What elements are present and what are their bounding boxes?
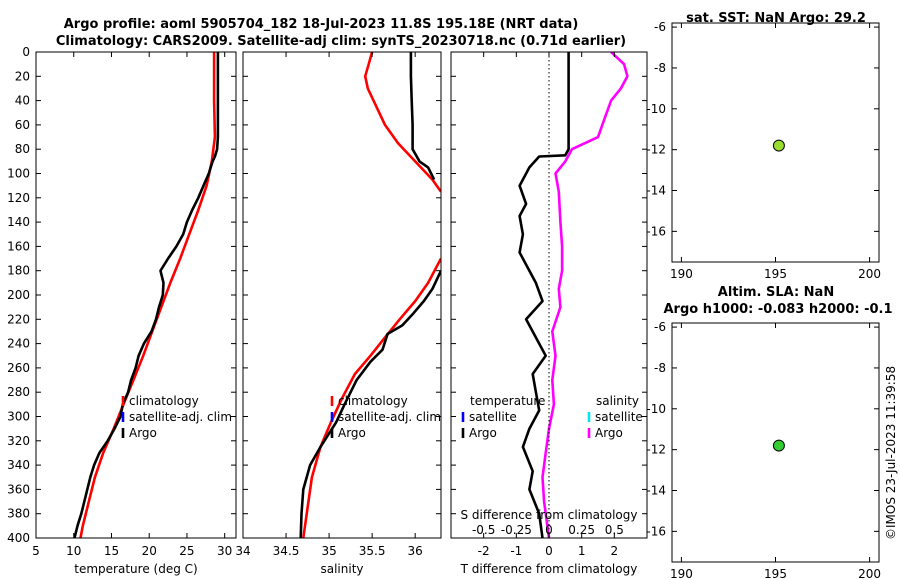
legend-label: Argo bbox=[338, 426, 366, 440]
ytick-label-temperature: 380 bbox=[7, 507, 30, 521]
xtick-label-salinity: 35 bbox=[321, 544, 336, 558]
xtick-label-temperature: 30 bbox=[217, 544, 232, 558]
legend-label: satellite bbox=[595, 410, 643, 424]
xlabel-difference: T difference from climatology bbox=[460, 562, 638, 576]
argo-location-marker bbox=[772, 439, 785, 452]
legend-label: climatology bbox=[338, 394, 408, 408]
panel-sst: 190 195 200 -6 -8 -10 -12 -14 -16 sat. SST: NaN A… bbox=[646, 11, 881, 281]
header-line1: Argo profile: aoml 5905704_182 18-Jul-20… bbox=[64, 17, 579, 32]
legend-label: satellite-adj. clim bbox=[129, 410, 232, 424]
series-salinity-1 bbox=[299, 52, 441, 538]
xtick-label-sst: 190 bbox=[670, 267, 693, 281]
ytick-label-temperature: 320 bbox=[7, 434, 30, 448]
xlabel-top-difference: S difference from climatology bbox=[461, 508, 638, 522]
ytick-label-sla: -8 bbox=[654, 361, 666, 375]
xlabel-temperature: temperature (deg C) bbox=[74, 562, 197, 576]
ytick-label-temperature: 200 bbox=[7, 288, 30, 302]
argo-location-marker bbox=[772, 139, 785, 152]
ytick-label-sla: -14 bbox=[646, 484, 666, 498]
imos-timestamp: ©IMOS 23-Jul-2023 11:39:58 bbox=[884, 366, 898, 540]
ytick-label-temperature: 140 bbox=[7, 215, 30, 229]
xtick-label-salinity: 35.5 bbox=[359, 544, 386, 558]
legend-label: Argo bbox=[595, 426, 623, 440]
xtick-label-difference: 0 bbox=[545, 544, 553, 558]
panel-sla: 190 195 200 -6 -8 -10 -12 -14 -16 Altim. SLA: NaN… bbox=[646, 285, 892, 580]
ytick-label-temperature: 180 bbox=[7, 264, 30, 278]
xtick-top-label-difference: 0.5 bbox=[605, 523, 624, 537]
ytick-label-temperature: 20 bbox=[15, 69, 30, 83]
ytick-label-sst: -12 bbox=[646, 143, 666, 157]
xtick-top-label-difference: 0.25 bbox=[568, 523, 595, 537]
ytick-label-sla: -6 bbox=[654, 320, 666, 334]
xtick-label-temperature: 15 bbox=[104, 544, 119, 558]
xtick-label-salinity: 36 bbox=[408, 544, 423, 558]
ytick-label-sst: -10 bbox=[646, 102, 666, 116]
legend-label: Argo bbox=[129, 426, 157, 440]
xtick-label-salinity: 34.5 bbox=[273, 544, 300, 558]
series-difference-1 bbox=[541, 52, 629, 538]
series-difference-0 bbox=[518, 52, 570, 538]
ytick-label-temperature: 260 bbox=[7, 361, 30, 375]
ytick-label-sla: -12 bbox=[646, 443, 666, 457]
frame-temperature bbox=[35, 51, 237, 539]
xtick-top-label-difference: -0.5 bbox=[472, 523, 495, 537]
ytick-label-temperature: 100 bbox=[7, 167, 30, 181]
ytick-label-temperature: 400 bbox=[7, 531, 30, 545]
ytick-label-temperature: 300 bbox=[7, 410, 30, 424]
panel-temperature: 5 10 15 20 25 3002040608010012014016018020022… bbox=[7, 45, 237, 576]
ytick-label-sst: -16 bbox=[646, 224, 666, 238]
header-line2: Climatology: CARS2009. Satellite-adj cli… bbox=[56, 34, 626, 49]
ytick-label-temperature: 160 bbox=[7, 239, 30, 253]
xtick-label-temperature: 5 bbox=[32, 544, 40, 558]
xtick-label-difference: -2 bbox=[478, 544, 490, 558]
series-salinity-0 bbox=[302, 52, 441, 538]
xtick-label-difference: 2 bbox=[611, 544, 619, 558]
xtick-label-sla: 200 bbox=[858, 567, 881, 580]
legend-label: climatology bbox=[129, 394, 199, 408]
ytick-label-sst: -8 bbox=[654, 61, 666, 75]
ytick-label-temperature: 360 bbox=[7, 482, 30, 496]
ytick-label-sla: -16 bbox=[646, 524, 666, 538]
ytick-label-sst: -6 bbox=[654, 20, 666, 34]
ytick-label-temperature: 240 bbox=[7, 337, 30, 351]
ytick-label-temperature: 220 bbox=[7, 312, 30, 326]
ytick-label-temperature: 120 bbox=[7, 191, 30, 205]
xtick-label-temperature: 20 bbox=[142, 544, 157, 558]
legend-label: Argo bbox=[469, 426, 497, 440]
xtick-label-sst: 195 bbox=[764, 267, 787, 281]
xlabel-salinity: salinity bbox=[320, 562, 363, 576]
xtick-label-temperature: 10 bbox=[66, 544, 81, 558]
xtick-label-temperature: 25 bbox=[179, 544, 194, 558]
ytick-label-temperature: 0 bbox=[22, 45, 30, 59]
series-temperature-0 bbox=[79, 52, 217, 538]
xtick-label-difference: -1 bbox=[510, 544, 522, 558]
panel-difference: -2 -1 0 1 2 T difference from climatology S di… bbox=[450, 51, 648, 576]
ytick-label-sst: -14 bbox=[646, 184, 666, 198]
series-temperature-1 bbox=[73, 52, 220, 538]
xtick-label-salinity: 34 bbox=[235, 544, 250, 558]
xtick-label-sst: 200 bbox=[858, 267, 881, 281]
ytick-label-temperature: 60 bbox=[15, 118, 30, 132]
ytick-label-temperature: 340 bbox=[7, 458, 30, 472]
panel-salinity: 34 34.5 35 35.5 36 salinity climatology satelli… bbox=[235, 51, 442, 576]
xtick-label-sla: 195 bbox=[764, 567, 787, 580]
ytick-label-temperature: 280 bbox=[7, 385, 30, 399]
ytick-label-temperature: 80 bbox=[15, 142, 30, 156]
legend-label: satellite bbox=[469, 410, 517, 424]
ytick-label-sla: -10 bbox=[646, 402, 666, 416]
ytick-label-temperature: 40 bbox=[15, 94, 30, 108]
xtick-label-sla: 190 bbox=[670, 567, 693, 580]
xtick-label-difference: 1 bbox=[578, 544, 586, 558]
title-sst: sat. SST: NaN Argo: 29.2 bbox=[686, 11, 866, 26]
legend-label: satellite-adj. clim bbox=[338, 410, 441, 424]
title-sla: Altim. SLA: NaN bbox=[718, 285, 834, 300]
xtick-top-label-difference: -0.25 bbox=[501, 523, 532, 537]
xtick-top-label-difference: 0 bbox=[545, 523, 553, 537]
legend-title-temperature: temperature bbox=[470, 394, 545, 408]
legend-title-salinity: salinity bbox=[596, 394, 639, 408]
subtitle-sla: Argo h1000: -0.083 h2000: -0.1 bbox=[663, 302, 892, 317]
